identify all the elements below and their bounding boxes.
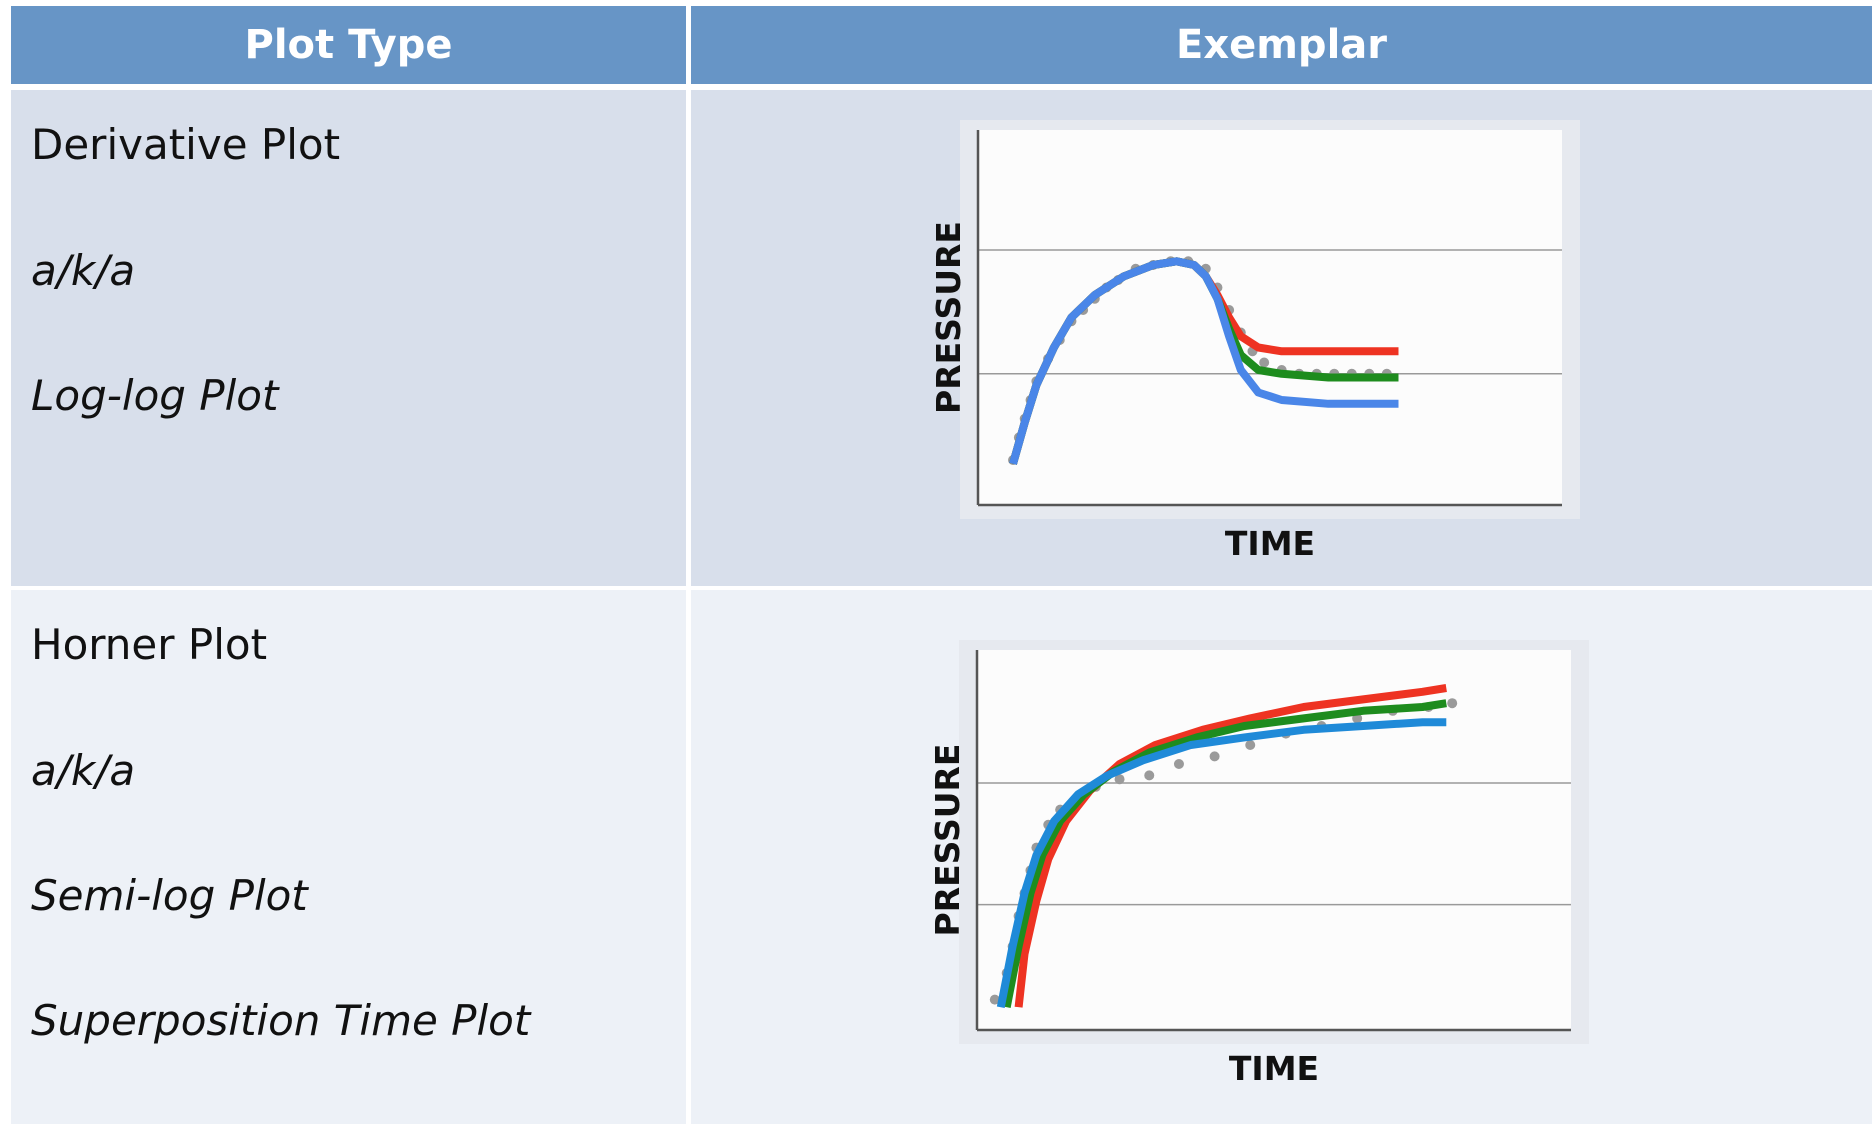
- data-point-21: [1259, 357, 1270, 368]
- row-1-label-0: Derivative Plot: [31, 120, 341, 169]
- plot-area: [978, 130, 1562, 505]
- series-line-2: [1009, 257, 1399, 465]
- header-plot-type: Plot Type: [11, 6, 686, 84]
- data-point-13: [1173, 759, 1184, 769]
- derivative-plot-chart: TIME PRESSURE: [929, 120, 1580, 563]
- row-2-label-0: Horner Plot: [31, 620, 268, 669]
- y-axis-title: PRESSURE: [928, 744, 967, 937]
- plot-type-table: Plot Type Exemplar Derivative Plot a/k/a…: [11, 6, 1872, 1124]
- data-point-21: [1447, 698, 1458, 709]
- horner-plot-chart: TIME PRESSURE: [928, 640, 1589, 1088]
- x-axis-title: TIME: [1229, 1049, 1319, 1088]
- x-axis-title: TIME: [1225, 524, 1315, 563]
- header-exemplar: Exemplar: [691, 6, 1872, 84]
- row-2-label-3: Superposition Time Plot: [31, 996, 531, 1045]
- row-1-plot-type-cell: Derivative Plot a/k/a Log-log Plot: [11, 90, 686, 586]
- data-point-11: [1114, 774, 1125, 785]
- data-point-0: [989, 994, 1000, 1005]
- row-1-label-1: a/k/a: [31, 246, 136, 295]
- data-point-15: [1245, 740, 1256, 750]
- plot-area: [977, 650, 1571, 1030]
- y-axis-title: PRESSURE: [929, 221, 968, 414]
- data-point-14: [1209, 751, 1220, 762]
- data-point-12: [1144, 770, 1155, 781]
- row-1-label-2: Log-log Plot: [31, 371, 279, 420]
- row-2-plot-type-cell: Horner Plot a/k/a Semi-log Plot Superpos…: [11, 590, 686, 1124]
- series-line-2: [996, 718, 1447, 1008]
- row-2-label-1: a/k/a: [31, 746, 136, 795]
- row-2-label-2: Semi-log Plot: [31, 871, 308, 920]
